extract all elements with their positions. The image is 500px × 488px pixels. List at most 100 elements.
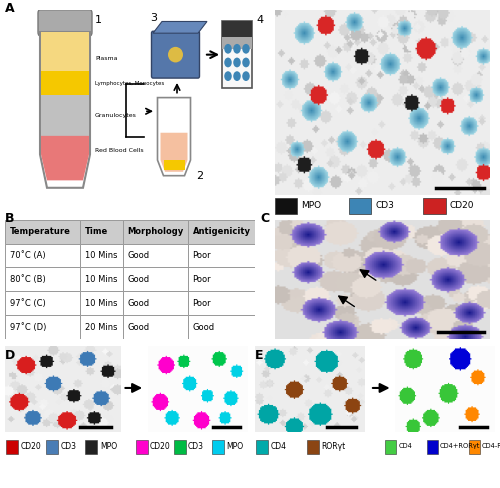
Text: Good: Good (192, 323, 214, 332)
Circle shape (224, 58, 232, 67)
Text: Good: Good (128, 251, 150, 260)
Text: B: B (5, 212, 15, 225)
Text: E: E (255, 349, 264, 362)
Text: CD3: CD3 (188, 442, 204, 451)
Bar (256, 440, 268, 454)
Bar (274, 199, 297, 214)
Bar (136, 440, 147, 454)
Bar (5, 315, 80, 339)
Bar (427, 440, 438, 454)
FancyBboxPatch shape (38, 10, 92, 36)
Bar (46, 440, 58, 454)
Bar (188, 291, 255, 315)
Bar (5, 267, 80, 291)
Text: 20 Mins: 20 Mins (85, 323, 117, 332)
Text: Antigenicity: Antigenicity (192, 227, 250, 236)
Bar (80, 315, 122, 339)
Bar (122, 220, 188, 244)
Bar (122, 315, 188, 339)
Text: CD3: CD3 (376, 201, 394, 209)
Bar (80, 244, 122, 267)
Text: MPO: MPO (302, 201, 322, 209)
Bar (468, 440, 479, 454)
Bar (174, 440, 186, 454)
Bar (188, 267, 255, 291)
Text: 97˚C (D): 97˚C (D) (10, 323, 46, 332)
Text: RORγt: RORγt (321, 442, 345, 451)
Text: D: D (5, 349, 15, 362)
Circle shape (242, 71, 250, 81)
Bar (41, 32, 89, 71)
Circle shape (242, 44, 250, 54)
Text: 10 Mins: 10 Mins (85, 299, 117, 308)
Bar (122, 244, 188, 267)
Bar (5, 220, 80, 244)
Bar (86, 440, 98, 454)
Text: 10 Mins: 10 Mins (85, 251, 117, 260)
Text: 1: 1 (95, 15, 102, 25)
Circle shape (224, 44, 232, 54)
Text: CD4-RORγt: CD4-RORγt (482, 444, 500, 449)
Text: MPO: MPO (226, 442, 243, 451)
Text: 3: 3 (150, 13, 157, 22)
Bar (80, 220, 122, 244)
Bar (41, 95, 89, 136)
Polygon shape (153, 21, 207, 33)
Text: Poor: Poor (192, 299, 211, 308)
Text: Granulocytes: Granulocytes (95, 113, 137, 118)
Text: CD4: CD4 (270, 442, 286, 451)
Bar (222, 37, 252, 49)
Text: 2: 2 (196, 171, 203, 181)
Bar (122, 267, 188, 291)
Circle shape (224, 71, 232, 81)
Bar (385, 440, 396, 454)
Bar (188, 315, 255, 339)
Text: 70˚C (A): 70˚C (A) (10, 251, 46, 260)
Text: C: C (260, 212, 269, 225)
Bar (349, 199, 371, 214)
Text: Poor: Poor (192, 251, 211, 260)
Text: CD4: CD4 (398, 444, 412, 449)
Text: 80˚C (B): 80˚C (B) (10, 275, 46, 284)
Bar (6, 440, 18, 454)
Text: Time: Time (85, 227, 108, 236)
Text: 97˚C (C): 97˚C (C) (10, 299, 46, 308)
Bar (212, 440, 224, 454)
Text: CD20: CD20 (150, 442, 171, 451)
Polygon shape (160, 133, 188, 172)
Polygon shape (158, 98, 190, 176)
Bar (5, 244, 80, 267)
Bar (188, 244, 255, 267)
Polygon shape (40, 32, 90, 188)
Text: CD20: CD20 (450, 201, 474, 209)
Text: Morphology: Morphology (128, 227, 184, 236)
Text: Poor: Poor (192, 275, 211, 284)
Bar (5, 291, 80, 315)
Text: Temperature: Temperature (10, 227, 71, 236)
Text: Lymphocytes, Monocytes: Lymphocytes, Monocytes (95, 81, 164, 85)
Polygon shape (164, 160, 184, 170)
Bar (222, 21, 252, 37)
Bar (80, 267, 122, 291)
Ellipse shape (168, 47, 183, 62)
Text: Plasma: Plasma (95, 57, 118, 61)
Bar (41, 71, 89, 95)
Bar (222, 21, 252, 88)
Bar (122, 291, 188, 315)
Text: Red Blood Cells: Red Blood Cells (95, 148, 144, 153)
Circle shape (233, 44, 241, 54)
Circle shape (242, 58, 250, 67)
Bar (188, 220, 255, 244)
Text: A: A (5, 2, 15, 16)
Text: 10 Mins: 10 Mins (85, 275, 117, 284)
Text: Good: Good (128, 299, 150, 308)
Text: 4: 4 (256, 15, 264, 24)
Text: Good: Good (128, 323, 150, 332)
Text: CD3: CD3 (60, 442, 76, 451)
Polygon shape (41, 136, 89, 181)
Bar (306, 440, 318, 454)
Bar (80, 291, 122, 315)
Circle shape (233, 58, 241, 67)
Circle shape (233, 71, 241, 81)
Bar (423, 199, 446, 214)
